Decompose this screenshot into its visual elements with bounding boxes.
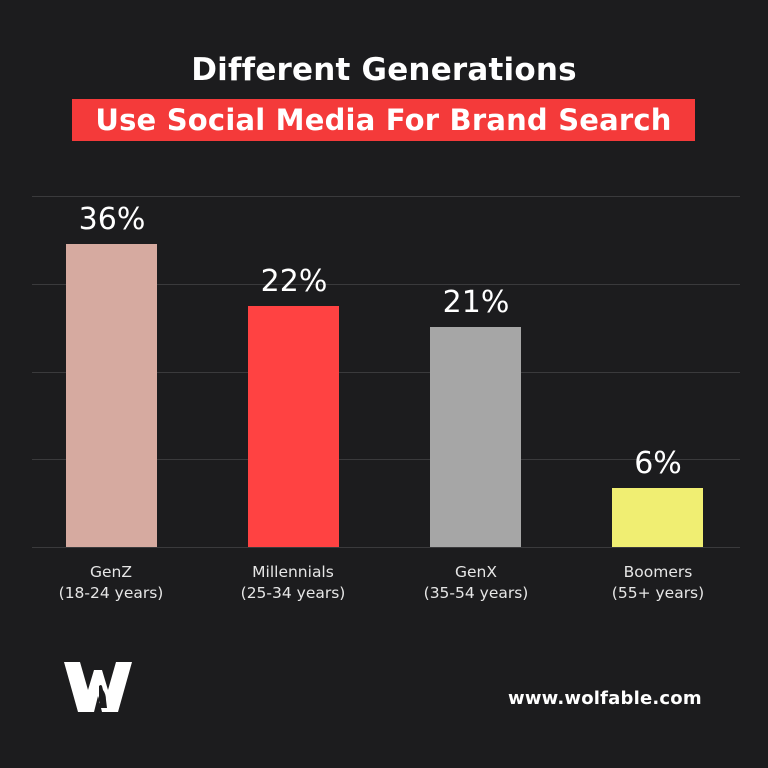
website-url: www.wolfable.com	[508, 688, 702, 709]
gridline	[32, 459, 740, 460]
value-label-genx: 21%	[442, 285, 510, 320]
gridline	[32, 372, 740, 373]
category-range: (35-54 years)	[423, 584, 529, 602]
chart-subtitle: Use Social Media For Brand Search	[95, 103, 672, 137]
wolfable-w-logo-icon	[62, 660, 134, 714]
subtitle-banner: Use Social Media For Brand Search	[72, 99, 695, 141]
category-label-millennials: Millennials (25-34 years)	[203, 562, 383, 604]
category-name: Boomers	[623, 563, 693, 581]
category-range: (25-34 years)	[240, 584, 346, 602]
bar-genx	[430, 327, 521, 547]
bar-boomers	[612, 488, 703, 547]
category-range: (55+ years)	[611, 584, 705, 602]
category-name: Millennials	[252, 563, 334, 581]
chart-title: Different Generations	[191, 52, 577, 88]
value-label-millennials: 22%	[260, 264, 328, 299]
category-name: GenX	[455, 563, 497, 581]
category-name: GenZ	[90, 563, 132, 581]
gridline	[32, 196, 740, 197]
value-label-genz: 36%	[78, 202, 146, 237]
value-label-boomers: 6%	[634, 446, 682, 481]
category-range: (18-24 years)	[58, 584, 164, 602]
category-label-genz: GenZ (18-24 years)	[21, 562, 201, 604]
bar-millennials	[248, 306, 339, 547]
bar-genz	[66, 244, 157, 547]
category-label-genx: GenX (35-54 years)	[386, 562, 566, 604]
category-label-boomers: Boomers (55+ years)	[568, 562, 748, 604]
baseline	[32, 547, 740, 548]
gridline	[32, 284, 740, 285]
